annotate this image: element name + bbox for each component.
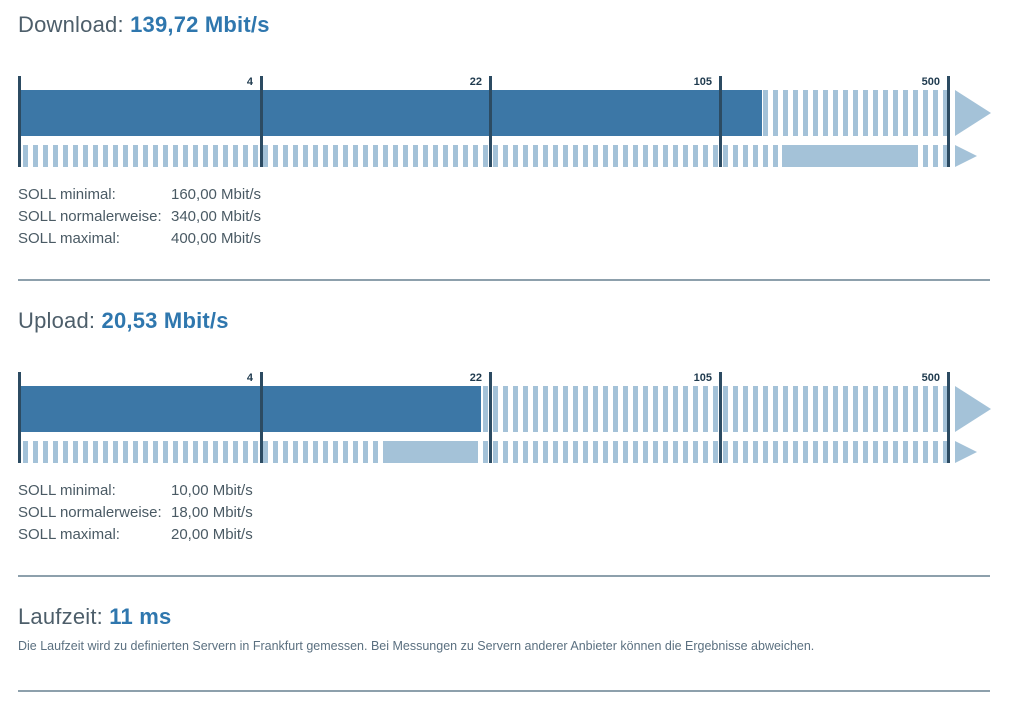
laufzeit-section: Laufzeit: 11 ms Die Laufzeit wird zu def… [18,604,1008,654]
laufzeit-title: Laufzeit: 11 ms [18,604,1008,630]
tick-line [719,372,722,463]
tick-label: 105 [693,76,712,88]
axis-origin-tick-line [18,76,21,167]
tick-label: 22 [469,372,482,384]
expected-scale-bar [18,145,948,167]
upload-value: 20,53 Mbit/s [101,308,229,333]
axis-origin-tick-line [18,372,21,463]
tick-line [260,76,263,167]
tick-label: 4 [246,76,253,88]
tick-line [947,372,950,463]
soll-maximal-label: SOLL maximal: [18,526,120,543]
soll-maximal-value: 400,00 Mbit/s [171,230,262,247]
tick-label: 22 [469,76,482,88]
soll-row: SOLL normalerweise: 18,00 Mbit/s [18,502,1008,524]
arrow-right-icon [955,90,991,136]
measured-scale-bar [18,90,948,136]
upload-title: Upload: 20,53 Mbit/s [18,308,1008,334]
upload-chart: 4 22 105 500 [18,372,1008,463]
section-divider [18,575,990,577]
tick-line [489,76,492,167]
measured-scale-bar [18,386,948,432]
soll-row: SOLL maximal: 400,00 Mbit/s [18,228,1008,250]
soll-row: SOLL normalerweise: 340,00 Mbit/s [18,206,1008,228]
download-section: Download: 139,72 Mbit/s 4 22 105 500 SOLL m… [18,12,1008,250]
tick-line [260,372,263,463]
section-divider [18,690,990,692]
tick-label: 105 [693,372,712,384]
soll-minimal-value: 10,00 Mbit/s [171,482,253,499]
download-title: Download: 139,72 Mbit/s [18,12,1008,38]
soll-minimal-value: 160,00 Mbit/s [171,186,262,203]
soll-normal-label: SOLL normalerweise: [18,504,162,521]
soll-minimal-label: SOLL minimal: [18,482,116,499]
section-divider [18,279,990,281]
tick-line [719,76,722,167]
tick-label: 4 [246,372,253,384]
tick-label: 500 [921,372,940,384]
measured-value-fill [18,90,762,136]
expected-scale-bar [18,441,948,463]
arrow-right-icon [955,386,991,432]
speedtest-results-page: Download: 139,72 Mbit/s 4 22 105 500 SOLL m… [18,12,1008,692]
tick-label: 500 [921,76,940,88]
download-value: 139,72 Mbit/s [130,12,270,37]
soll-range-fill [782,145,915,167]
tick-line [489,372,492,463]
laufzeit-note: Die Laufzeit wird zu definierten Servern… [18,639,815,653]
soll-row: SOLL maximal: 20,00 Mbit/s [18,524,1008,546]
soll-normal-label: SOLL normalerweise: [18,208,162,225]
soll-normal-value: 18,00 Mbit/s [171,504,253,521]
upload-title-label: Upload: [18,308,96,333]
upload-soll-table: SOLL minimal: 10,00 Mbit/s SOLL normaler… [18,480,1008,546]
arrow-right-icon [955,441,977,463]
download-soll-table: SOLL minimal: 160,00 Mbit/s SOLL normale… [18,184,1008,250]
soll-normal-value: 340,00 Mbit/s [171,208,262,225]
soll-row: SOLL minimal: 10,00 Mbit/s [18,480,1008,502]
arrow-right-icon [955,145,977,167]
soll-maximal-value: 20,00 Mbit/s [171,526,253,543]
upload-section: Upload: 20,53 Mbit/s 4 22 105 500 SOLL mini… [18,308,1008,546]
soll-range-fill [384,441,477,463]
soll-minimal-label: SOLL minimal: [18,186,116,203]
laufzeit-value: 11 ms [109,604,172,629]
measured-value-fill [18,386,481,432]
laufzeit-title-label: Laufzeit: [18,604,103,629]
download-chart: 4 22 105 500 [18,76,1008,167]
tick-line [947,76,950,167]
download-title-label: Download: [18,12,124,37]
soll-maximal-label: SOLL maximal: [18,230,120,247]
soll-row: SOLL minimal: 160,00 Mbit/s [18,184,1008,206]
